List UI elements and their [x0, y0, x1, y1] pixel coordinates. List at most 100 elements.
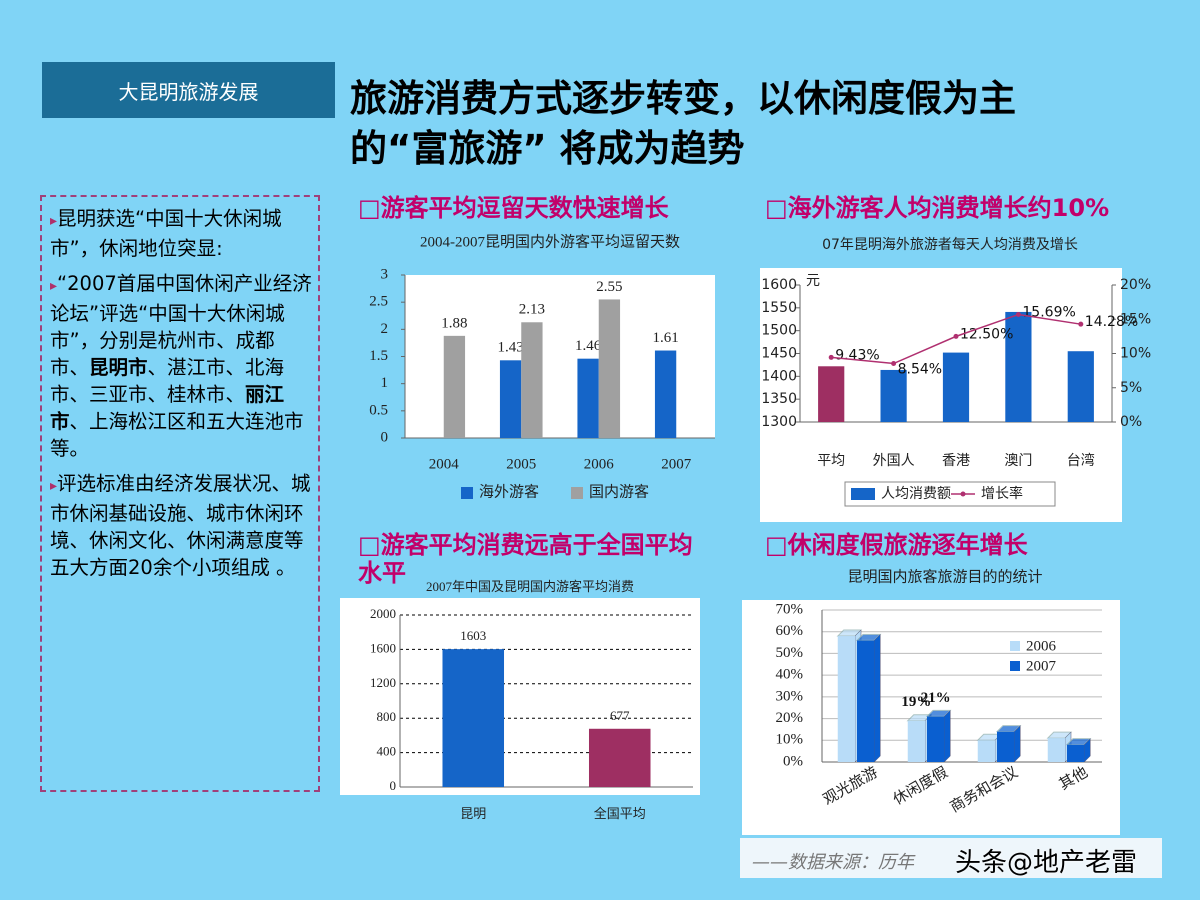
bullet: “2007首届中国休闲产业经济论坛”评选“中国十大休闲城市”，分别是杭州市、成都… — [50, 270, 312, 462]
bar — [577, 358, 599, 438]
data-label: 15.69% — [1022, 305, 1075, 321]
y-tick-label: 0% — [783, 753, 803, 769]
data-label: 1.61 — [652, 330, 678, 346]
y-tick-label: 60% — [776, 623, 804, 639]
legend-box — [844, 481, 1056, 507]
bar — [443, 335, 466, 438]
bar — [837, 636, 855, 762]
legend-label: 增长率 — [981, 485, 1023, 502]
bar — [1067, 744, 1085, 762]
bullet-text: 、上海松江区和五大连池市等。 — [50, 410, 304, 460]
bar — [521, 322, 543, 438]
legend-swatch — [571, 487, 583, 499]
legend-swatch — [1010, 641, 1020, 651]
legend-swatch — [1010, 661, 1020, 671]
y-tick-label: 1550 — [761, 300, 797, 316]
x-tick-label: 平均 — [817, 453, 845, 469]
y-tick-label: 1500 — [761, 323, 797, 339]
watermark: 头条@地产老雷 — [955, 848, 1138, 878]
bullet-box: 昆明获选“中国十大休闲城市”，休闲地位突显: “2007首届中国休闲产业经济论坛”… — [40, 195, 320, 792]
y-tick-label: 2.5 — [369, 294, 388, 310]
legend-label: 人均消费额 — [881, 486, 951, 502]
y-tick-label: 1350 — [761, 391, 797, 407]
page-title: 的“富旅游” 将成为趋势 — [350, 127, 745, 170]
bar — [997, 731, 1015, 762]
x-tick-label: 昆明 — [460, 806, 486, 821]
bar — [654, 350, 677, 438]
data-label: 2.13 — [519, 302, 545, 318]
y-tick-label: 1300 — [761, 414, 797, 430]
x-tick-label: 全国平均 — [594, 806, 646, 821]
bar — [1005, 311, 1032, 422]
y2-tick-label: 0% — [1120, 414, 1142, 430]
y-tick-label: 70% — [776, 601, 804, 617]
data-label: 8.54% — [898, 362, 942, 378]
bar — [818, 366, 845, 422]
bar — [907, 720, 925, 762]
chart-heading: □游客平均逗留天数快速增长 — [358, 194, 669, 222]
y-tick-label: 1600 — [761, 277, 797, 293]
data-label: 14.28% — [1085, 314, 1138, 330]
y-tick-label: 1200 — [370, 675, 396, 690]
y-tick-label: 1600 — [370, 640, 396, 655]
y-tick-label: 2 — [381, 321, 389, 337]
y-tick-label: 0 — [390, 778, 397, 793]
y-tick-label: 0.5 — [369, 402, 388, 418]
bar-side — [874, 633, 881, 763]
bar-side — [1014, 724, 1021, 763]
bullet: 昆明获选“中国十大休闲城市”，休闲地位突显: — [50, 205, 312, 262]
data-label: 1.88 — [441, 315, 467, 331]
line — [831, 313, 1081, 365]
x-tick-label: 香港 — [942, 453, 970, 469]
y-tick-label: 20% — [776, 710, 804, 726]
y2-tick-label: 10% — [1120, 346, 1151, 362]
section-tag: 大昆明旅游发展 — [42, 62, 335, 118]
y-tick-label: 0 — [381, 429, 389, 445]
x-tick-label: 2004 — [429, 456, 460, 472]
legend-label: 2007 — [1026, 658, 1057, 674]
y-tick-label: 800 — [377, 709, 397, 724]
chart-title: 昆明国内旅客旅游目的的统计 — [847, 568, 1042, 585]
y-tick-label: 3 — [381, 266, 389, 282]
x-tick-label: 2006 — [584, 456, 615, 472]
bullet-text: 昆明市 — [89, 356, 148, 379]
y-tick-label: 30% — [776, 688, 804, 704]
bullet: 评选标准由经济发展状况、城市休闲基础设施、城市休闲环境、休闲文化、休闲满意度等五… — [50, 470, 312, 581]
y-tick-label: 1400 — [761, 368, 797, 384]
chart-title: 2004-2007昆明国内外游客平均逗留天数 — [420, 233, 680, 250]
bar — [588, 728, 651, 787]
chart-heading: □休闲度假旅游逐年增长 — [765, 531, 1028, 559]
x-tick-label: 台湾 — [1067, 452, 1095, 469]
bar — [1067, 351, 1094, 422]
bar — [927, 716, 945, 762]
legend-swatch — [851, 488, 875, 500]
y-axis-label: 元 — [806, 273, 820, 289]
legend-swatch — [960, 491, 966, 497]
bar-side — [944, 709, 951, 763]
legend-label: 国内游客 — [589, 483, 649, 500]
legend-label: 海外游客 — [479, 483, 539, 500]
x-tick-label: 澳门 — [1004, 453, 1032, 469]
x-tick-label: 2005 — [506, 456, 536, 472]
data-label: 2.55 — [596, 279, 622, 295]
source-note: ——数据来源：历年 — [752, 852, 914, 873]
data-label: 12.50% — [960, 326, 1013, 342]
bar — [442, 649, 505, 787]
y-tick-label: 50% — [776, 645, 804, 661]
y-tick-label: 1 — [381, 375, 389, 391]
bar — [942, 352, 970, 422]
y2-tick-label: 5% — [1120, 380, 1142, 396]
data-label: 1.43 — [497, 340, 523, 356]
data-label: 19% — [901, 694, 931, 710]
x-tick-label: 外国人 — [873, 453, 915, 469]
legend-swatch — [461, 487, 473, 499]
bar — [880, 369, 907, 422]
chart-title: 2007年中国及昆明国内游客平均消费 — [426, 579, 634, 594]
bar — [598, 299, 621, 438]
data-label: 1.46 — [575, 338, 602, 354]
bullet-text: 丽江市 — [50, 383, 285, 433]
bullet-text: 昆明获选“中国十大休闲城市”，休闲地位突显: — [50, 207, 282, 260]
bullet-text: 、湛江市、北海市、三亚市、桂林市、 — [50, 356, 285, 406]
